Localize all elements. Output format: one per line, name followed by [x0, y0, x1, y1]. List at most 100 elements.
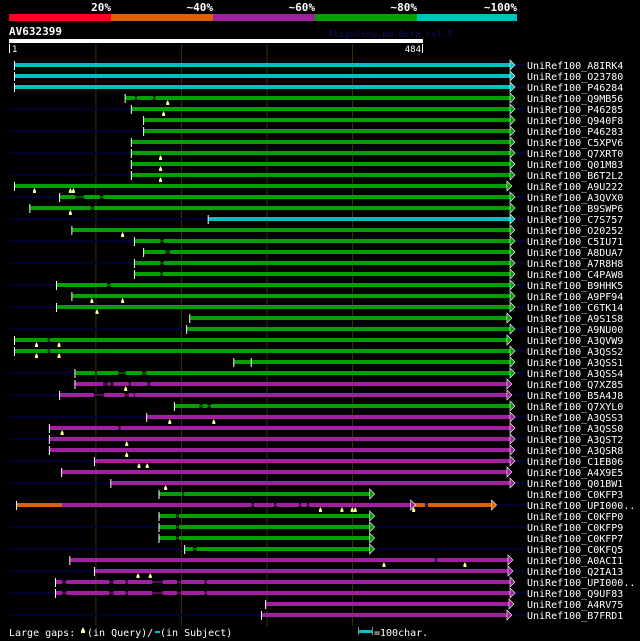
hit-row[interactable]: UniRef100_B9SWP6: [29, 202, 623, 215]
hit-row[interactable]: UniRef100_P46284: [10, 81, 623, 94]
hit-row[interactable]: UniRef100_C7S757: [10, 213, 623, 226]
hit-row[interactable]: UniRef100_Q940F8: [143, 114, 623, 127]
hit-label[interactable]: UniRef100_A3QST2: [527, 435, 623, 446]
hit-label[interactable]: UniRef100_A3QSS4: [527, 369, 623, 380]
hit-label[interactable]: UniRef100_Q2IA13: [527, 567, 623, 578]
hit-label[interactable]: UniRef100_B9HHK5: [527, 281, 623, 292]
hit-label[interactable]: UniRef100_C0KFP3: [527, 490, 623, 501]
hit-row[interactable]: UniRef100_A3QSS4: [10, 367, 623, 380]
hit-row[interactable]: UniRef100_A8DUA7: [143, 246, 623, 259]
hit-label[interactable]: UniRef100_C1EB06: [527, 457, 623, 468]
hit-label[interactable]: UniRef100_A8DUA7: [527, 248, 623, 259]
hit-label[interactable]: UniRef100_B7FRD1: [527, 611, 623, 622]
hit-row[interactable]: UniRef100_Q01M83: [130, 158, 623, 171]
hit-row[interactable]: UniRef100_A9S1S8: [189, 312, 623, 325]
hit-label[interactable]: UniRef100_Q940F8: [527, 116, 623, 127]
hit-label[interactable]: UniRef100_A4RV75: [527, 600, 623, 611]
hit-label[interactable]: UniRef100_A9NU00: [527, 325, 623, 336]
hit-label[interactable]: UniRef100_O20252: [527, 226, 623, 237]
hit-row[interactable]: UniRef100_C0KFP0: [158, 510, 624, 523]
hit-label[interactable]: UniRef100_A9PF94: [527, 292, 623, 303]
hit-label[interactable]: UniRef100_A3QVX0: [527, 193, 623, 204]
hit-row[interactable]: UniRef100_C6TK14: [10, 301, 623, 314]
hit-row[interactable]: UniRef100_A3QSS0: [48, 422, 623, 435]
hit-row[interactable]: UniRef100_Q01BW1: [10, 477, 623, 490]
hit-row[interactable]: UniRef100_A7R8H8: [10, 257, 623, 270]
hit-label[interactable]: UniRef100_C5IU71: [527, 237, 623, 248]
hit-label[interactable]: UniRef100_Q01BW1: [527, 479, 623, 490]
hit-label[interactable]: UniRef100_A3QSS2: [527, 347, 623, 358]
hit-label[interactable]: UniRef100_B6T2L2: [527, 171, 623, 182]
hit-row[interactable]: UniRef100_C0KFQ5: [10, 543, 623, 556]
hit-label[interactable]: UniRef100_Q7XZ85: [527, 380, 623, 391]
hit-row[interactable]: UniRef100_C0KFP9: [10, 521, 623, 534]
hit-row[interactable]: UniRef100_A3QST2: [10, 433, 623, 446]
hit-row[interactable]: UniRef100_C5XPV6: [130, 136, 623, 149]
hit-label[interactable]: UniRef100_A8IRK4: [527, 61, 623, 72]
hit-row[interactable]: UniRef100_UPI000..: [54, 576, 635, 589]
hit-row[interactable]: UniRef100_Q7XZ85: [74, 378, 623, 391]
hit-row[interactable]: UniRef100_A8IRK4: [10, 59, 623, 72]
hit-label[interactable]: UniRef100_Q9UF83: [527, 589, 623, 600]
hit-label[interactable]: UniRef100_P46283: [527, 127, 623, 138]
hit-label[interactable]: UniRef100_C4PAW8: [527, 270, 623, 281]
hit-label[interactable]: UniRef100_P46284: [527, 83, 623, 94]
hit-row[interactable]: UniRef100_A3QVW9: [14, 334, 623, 347]
hit-row[interactable]: UniRef100_A4X9E5: [61, 466, 623, 479]
hit-label[interactable]: UniRef100_B9SWP6: [527, 204, 623, 215]
hit-label[interactable]: UniRef100_A3QSS0: [527, 424, 623, 435]
hit-label[interactable]: UniRef100_A9U222: [527, 182, 623, 193]
hit-label[interactable]: UniRef100_A9S1S8: [527, 314, 623, 325]
hit-row[interactable]: UniRef100_A3QSR8: [48, 444, 623, 457]
hit-row[interactable]: UniRef100_A3QSS2: [10, 345, 623, 358]
hit-label[interactable]: UniRef100_Q7XYL0: [527, 402, 623, 413]
hit-row[interactable]: UniRef100_Q7XRT0: [10, 147, 623, 160]
hit-label[interactable]: UniRef100_Q7XRT0: [527, 149, 623, 160]
hit-row[interactable]: UniRef100_A0ACI1: [69, 554, 623, 567]
hit-row[interactable]: UniRef100_C0KFP3: [158, 488, 624, 501]
hit-label[interactable]: UniRef100_UPI000..: [527, 578, 635, 589]
hit-label[interactable]: UniRef100_C0KFQ5: [527, 545, 623, 556]
hit-row[interactable]: UniRef100_Q2IA13: [10, 565, 623, 578]
hit-row[interactable]: UniRef100_O20252: [71, 224, 623, 237]
hit-label[interactable]: UniRef100_A0ACI1: [527, 556, 623, 567]
hit-row[interactable]: UniRef100_P46283: [10, 125, 623, 138]
hit-row[interactable]: UniRef100_B6T2L2: [10, 169, 623, 182]
hit-label[interactable]: UniRef100_UPI000..: [527, 501, 635, 512]
hit-label[interactable]: UniRef100_C7S757: [527, 215, 623, 226]
hit-label[interactable]: UniRef100_A3QSR8: [527, 446, 623, 457]
hit-row[interactable]: UniRef100_P46285: [10, 103, 623, 116]
hit-row[interactable]: UniRef100_B5A4J8: [10, 389, 623, 402]
hit-row[interactable]: UniRef100_B7FRD1: [10, 609, 623, 622]
hit-row[interactable]: UniRef100_B9HHK5: [10, 279, 623, 292]
hit-row[interactable]: UniRef100_O23780: [14, 70, 623, 83]
hit-label[interactable]: UniRef100_A3QSS3: [527, 413, 623, 424]
hit-label[interactable]: UniRef100_O23780: [527, 72, 623, 83]
hit-row[interactable]: UniRef100_Q7XYL0: [173, 400, 623, 413]
hit-row[interactable]: UniRef100_C5IU71: [10, 235, 623, 248]
hit-label[interactable]: UniRef100_A4X9E5: [527, 468, 623, 479]
hit-row[interactable]: UniRef100_A3QVX0: [10, 191, 623, 204]
hit-label[interactable]: UniRef100_A3QSS1: [527, 358, 623, 369]
hit-row[interactable]: UniRef100_Q9UF83: [10, 587, 623, 600]
hit-label[interactable]: UniRef100_A7R8H8: [527, 259, 623, 270]
hit-label[interactable]: UniRef100_B5A4J8: [527, 391, 623, 402]
hit-row[interactable]: UniRef100_A3QSS3: [10, 411, 623, 424]
hit-row[interactable]: UniRef100_C4PAW8: [133, 268, 623, 281]
hit-row[interactable]: UniRef100_A9PF94: [71, 290, 623, 303]
hit-row[interactable]: UniRef100_A9NU00: [10, 323, 623, 336]
hit-label[interactable]: UniRef100_C0KFP0: [527, 512, 623, 523]
hit-row[interactable]: UniRef100_C0KFP7: [158, 532, 624, 545]
hit-label[interactable]: UniRef100_P46285: [527, 105, 623, 116]
hit-label[interactable]: UniRef100_Q9MB56: [527, 94, 623, 105]
hit-row[interactable]: UniRef100_A3QSS1: [233, 356, 623, 369]
hit-row[interactable]: UniRef100_A9U222: [14, 180, 623, 193]
hit-row[interactable]: UniRef100_C1EB06: [10, 455, 623, 468]
hit-label[interactable]: UniRef100_C6TK14: [527, 303, 623, 314]
hit-label[interactable]: UniRef100_A3QVW9: [527, 336, 623, 347]
hit-row[interactable]: UniRef100_A4RV75: [265, 598, 623, 611]
hit-row[interactable]: UniRef100_Q9MB56: [124, 92, 624, 105]
hit-label[interactable]: UniRef100_Q01M83: [527, 160, 623, 171]
hit-label[interactable]: UniRef100_C0KFP7: [527, 534, 623, 545]
hit-label[interactable]: UniRef100_C0KFP9: [527, 523, 623, 534]
